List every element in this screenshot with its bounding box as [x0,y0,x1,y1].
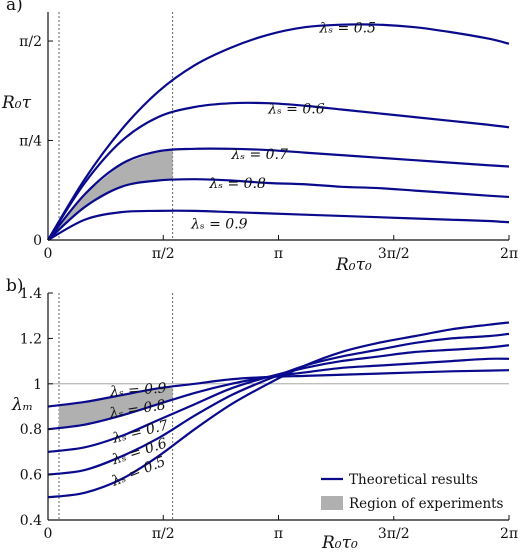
series-line-0 [47,369,510,408]
curve-label-0: λₛ = 0.9 [109,380,168,400]
panel-a: 0 π/2 π 3π/2 2π 0 π/4 π/2 a) R₀τ R₀τ₀ λₛ = 0.5 λₛ = … [1,0,518,275]
x-tick-label-3: 3π/2 [378,526,410,542]
x-tick-label-0: 0 [44,526,53,542]
legend-box [317,464,507,516]
x-tick-label-4: 2π [500,246,518,262]
curve-label-4: λₛ = 0.9 [190,217,248,233]
series-line-3 [47,332,510,476]
panel-label: a) [6,0,23,15]
legend: Theoretical results Region of experiments [317,464,507,516]
y-tick-label-2: 0.8 [20,422,42,438]
legend-entry-1: Region of experiments [349,496,504,512]
x-tick-label-2: π [274,246,283,262]
y-axis-label: R₀τ [1,93,32,113]
x-tick-label-1: π/2 [152,246,175,262]
curve-label-2: λₛ = 0.7 [230,147,288,163]
y-tick-label-0: 0 [33,233,42,249]
series-line-2 [47,147,510,241]
x-axis-label: R₀τ₀ [335,255,372,275]
y-axis-label: λₘ [11,395,33,415]
x-tick-label-4: 2π [500,526,518,542]
legend-entry-0: Theoretical results [349,472,478,488]
panel-label: b) [6,276,24,296]
x-axis-label: R₀τ₀ [321,533,358,553]
x-tick-label-1: π/2 [152,526,175,542]
x-tick-label-2: π [274,526,283,542]
curve-label-3: λₛ = 0.8 [208,176,266,192]
series-line-4 [47,209,510,241]
x-tick-label-0: 0 [44,246,53,262]
series-line-3 [47,178,510,241]
y-tick-label-3: 1 [33,377,42,393]
series-line-0 [47,23,510,241]
y-tick-label-5: 1.4 [20,286,42,302]
series-line-1 [47,101,510,241]
series-line-4 [47,321,510,499]
curve-label-0: λₛ = 0.5 [318,20,376,36]
y-tick-label-1: 0.6 [20,468,42,484]
experiment-region [59,386,173,428]
panel-b: 0 π/2 π 3π/2 2π 0.4 0.6 0.8 1 1.2 1.4b) λₘ R₀τ₀ λₛ = … [6,276,518,553]
experiment-region [59,150,173,231]
y-tick-label-4: 1.2 [20,331,42,347]
y-tick-label-2: π/2 [19,34,42,50]
y-tick-label-0: 0.4 [20,513,42,529]
curve-label-1: λₛ = 0.6 [267,101,325,117]
x-tick-label-3: 3π/2 [378,246,410,262]
y-tick-label-1: π/4 [19,134,42,150]
legend-region-swatch [321,496,343,510]
